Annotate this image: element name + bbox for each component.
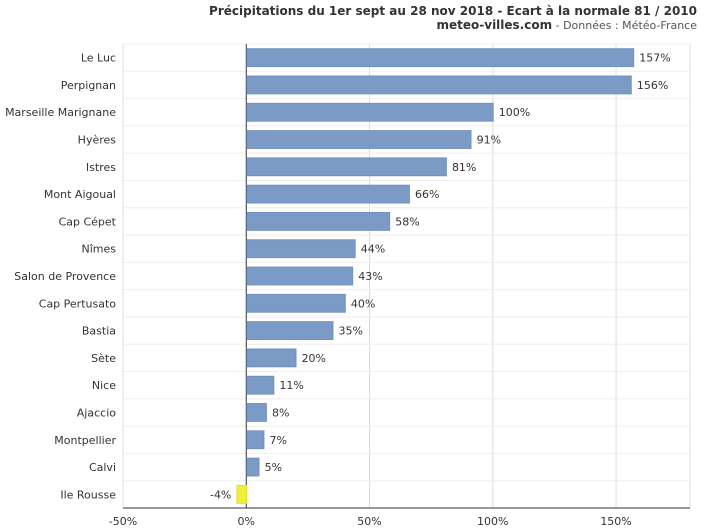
bar [246, 184, 410, 204]
value-label: 58% [395, 215, 419, 228]
x-tick-label: 50% [357, 515, 381, 528]
bar [246, 375, 275, 395]
grid-lines [122, 43, 691, 509]
x-tick-label: 150% [600, 515, 631, 528]
bar [246, 157, 447, 177]
value-label: -4% [210, 488, 231, 501]
bar [246, 130, 472, 149]
bar [246, 348, 297, 368]
value-label: 5% [265, 461, 282, 474]
category-label: Nîmes [82, 243, 117, 256]
bar [246, 293, 346, 313]
bar [246, 430, 265, 450]
category-label: Ile Rousse [60, 488, 116, 501]
value-label: 43% [358, 270, 382, 283]
bars [236, 48, 635, 504]
category-label: Salon de Provence [14, 270, 116, 283]
value-label: 8% [272, 406, 289, 419]
bar [246, 48, 635, 68]
bar [246, 266, 354, 286]
category-label: Montpellier [54, 434, 116, 447]
value-label: 156% [637, 79, 668, 92]
value-label: 20% [302, 352, 326, 365]
value-label: 157% [639, 52, 670, 65]
value-labels: 157% 156% 100% 91% 81% 66% 58% 44% 43% 40% 35% 20% 1… [210, 52, 671, 502]
bar [246, 239, 356, 259]
category-label: Le Luc [81, 52, 116, 65]
bar [246, 403, 267, 422]
bar [236, 484, 248, 504]
x-tick-labels: -50% 0% 50% 100% 150% [109, 515, 632, 528]
bar [246, 212, 391, 231]
value-label: 81% [452, 161, 476, 174]
category-label: Ajaccio [77, 406, 116, 419]
category-label: Marseille Marignane [5, 106, 116, 119]
value-label: 40% [351, 297, 375, 310]
category-label: Hyères [78, 134, 117, 147]
bar [246, 321, 334, 340]
category-label: Perpignan [61, 79, 116, 92]
category-label: Istres [86, 161, 116, 174]
bar [246, 102, 494, 122]
category-label: Mont Aigoual [44, 188, 116, 201]
value-label: 7% [270, 434, 287, 447]
subtitle-site: meteo-villes.com [437, 18, 553, 32]
value-label: 100% [499, 106, 530, 119]
category-label: Bastia [82, 325, 116, 338]
category-label: Sète [91, 352, 116, 365]
chart-title: Précipitations du 1er sept au 28 nov 201… [209, 4, 697, 18]
value-label: 35% [339, 325, 363, 338]
x-tick-label: 100% [477, 515, 508, 528]
subtitle-source: - Données : Météo-France [552, 19, 697, 32]
category-label: Cap Pertusato [39, 297, 117, 310]
bar [246, 75, 632, 95]
category-label: Nice [92, 379, 116, 392]
x-tick-label: 0% [238, 515, 255, 528]
category-labels: Le Luc Perpignan Marseille Marignane Hyères… [5, 52, 117, 502]
category-label: Cap Cépet [59, 215, 117, 228]
x-tick-label: -50% [109, 515, 137, 528]
category-label: Calvi [89, 461, 116, 474]
value-label: 91% [477, 134, 501, 147]
value-label: 44% [361, 243, 385, 256]
value-label: 66% [415, 188, 439, 201]
bar [246, 457, 260, 477]
value-label: 11% [279, 379, 303, 392]
chart-subtitle: meteo-villes.com - Données : Météo-Franc… [437, 18, 698, 32]
